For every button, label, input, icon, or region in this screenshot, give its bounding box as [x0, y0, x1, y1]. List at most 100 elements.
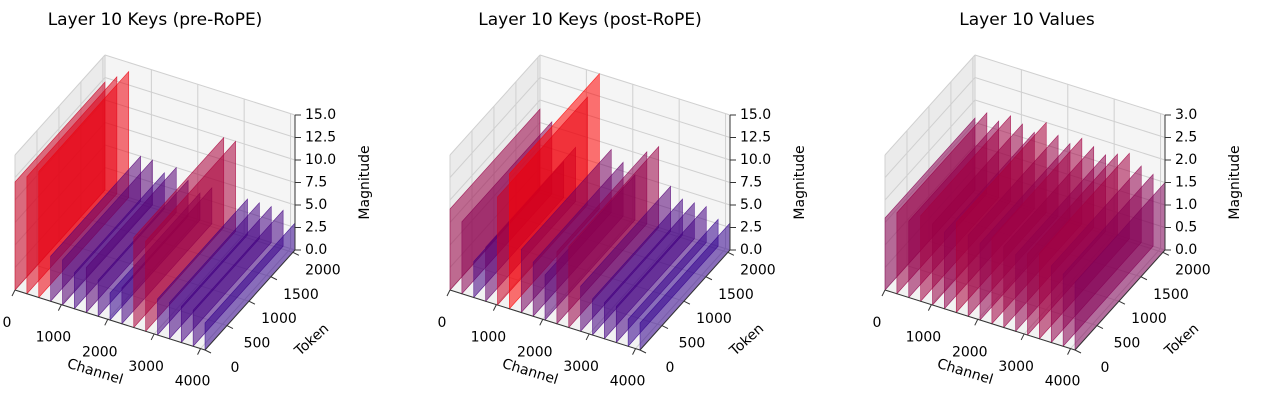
z-tick-label: 1.0	[1175, 197, 1197, 213]
x-axis-label: Channel	[935, 356, 995, 388]
grid-line	[884, 54, 976, 156]
x-tick-label: 1000	[36, 330, 72, 346]
x-axis-label: Channel	[500, 356, 560, 388]
tick-mark	[1074, 349, 1082, 354]
y-axis-label: Token	[726, 321, 767, 360]
x-tick-label: 0	[873, 315, 882, 331]
z-tick-label: 5.0	[740, 197, 762, 213]
z-tick-label: 2.5	[305, 220, 327, 236]
tick-mark	[727, 251, 735, 256]
tick-mark	[292, 251, 300, 256]
y-tick-label: 1000	[261, 311, 297, 327]
z-axis-label: Magnitude	[792, 145, 808, 219]
tick-mark	[881, 289, 886, 297]
subplot: Layer 10 Keys (post-RoPE) 0 1000 2000 3000 40…	[438, 10, 808, 390]
y-tick-label: 1500	[1153, 287, 1189, 303]
tick-mark	[248, 300, 256, 305]
y-tick-label: 1500	[283, 287, 319, 303]
z-tick-label: 0.0	[1175, 242, 1197, 258]
y-tick-label: 1000	[1131, 311, 1167, 327]
y-tick-label: 1000	[696, 311, 732, 327]
tick-mark	[150, 333, 155, 341]
x-tick-label: 2000	[952, 344, 988, 360]
tick-mark	[639, 349, 647, 354]
grid-line	[974, 54, 1166, 116]
z-tick-label: 5.0	[305, 197, 327, 213]
z-tick-label: 15.0	[740, 107, 771, 123]
subplot: Layer 10 Keys (pre-RoPE) 0 1000 2000 3000 400…	[3, 10, 373, 390]
grid-line	[539, 77, 731, 138]
x-tick-label: 3000	[128, 359, 164, 375]
z-tick-label: 10.0	[305, 152, 336, 168]
grid-line	[104, 77, 296, 138]
grid-line	[104, 122, 296, 183]
z-tick-label: 0.0	[740, 242, 762, 258]
grid-line	[104, 99, 296, 161]
tick-mark	[661, 325, 669, 330]
axis-line	[204, 249, 296, 351]
z-tick-label: 2.5	[1175, 130, 1197, 146]
tick-mark	[974, 319, 979, 326]
tick-mark	[1067, 348, 1071, 355]
x-tick-label: 2000	[517, 344, 553, 360]
tick-mark	[1096, 325, 1104, 330]
subplot: Layer 10 Values0100020003000400005001000…	[873, 10, 1243, 390]
z-tick-label: 1.5	[1175, 175, 1197, 191]
tick-mark	[683, 300, 691, 305]
tick-mark	[204, 349, 212, 354]
axis-line	[639, 249, 731, 351]
y-tick-label: 500	[1114, 336, 1141, 352]
x-tick-label: 3000	[563, 359, 599, 375]
y-tick-label: 0	[666, 360, 675, 376]
grid-line	[974, 77, 1166, 138]
grid-line	[449, 54, 541, 156]
grid-line	[14, 77, 106, 178]
grid-line	[449, 77, 541, 178]
grid-line	[884, 99, 976, 201]
x-tick-label: 4000	[1045, 374, 1081, 390]
y-tick-label: 2000	[740, 262, 776, 278]
z-tick-label: 0.5	[1175, 220, 1197, 236]
z-tick-label: 0.0	[305, 242, 327, 258]
tick-mark	[927, 304, 932, 311]
tick-mark	[270, 276, 278, 281]
grid-line	[974, 99, 1166, 161]
grid-line	[14, 54, 106, 156]
z-tick-label: 2.5	[740, 220, 762, 236]
grid-line	[449, 99, 541, 201]
tick-mark	[632, 348, 636, 355]
y-tick-label: 2000	[1175, 262, 1211, 278]
y-axis-label: Token	[291, 321, 332, 360]
z-tick-label: 7.5	[305, 175, 327, 191]
tick-mark	[226, 325, 234, 330]
chart-title: Layer 10 Keys (post-RoPE)	[478, 10, 701, 30]
x-tick-label: 1000	[906, 330, 942, 346]
tick-mark	[1162, 251, 1170, 256]
tick-mark	[585, 333, 590, 341]
x-tick-label: 4000	[610, 374, 646, 390]
z-tick-label: 3.0	[1175, 107, 1197, 123]
y-axis-label: Token	[1161, 321, 1202, 360]
y-tick-label: 500	[244, 336, 271, 352]
tick-mark	[197, 348, 201, 355]
tick-mark	[1140, 276, 1148, 281]
axis-line	[1074, 249, 1166, 351]
y-tick-label: 0	[231, 360, 240, 376]
chart-title: Layer 10 Keys (pre-RoPE)	[48, 10, 263, 30]
x-axis-label: Channel	[65, 356, 125, 388]
tick-mark	[1118, 300, 1126, 305]
y-tick-label: 1500	[718, 287, 754, 303]
axis-line	[884, 289, 1076, 351]
x-tick-label: 0	[3, 315, 12, 331]
grid-line	[884, 77, 976, 178]
x-tick-label: 3000	[998, 359, 1034, 375]
z-tick-label: 15.0	[305, 107, 336, 123]
z-tick-label: 2.0	[1175, 152, 1197, 168]
tick-mark	[446, 289, 451, 297]
z-tick-label: 10.0	[740, 152, 771, 168]
x-tick-label: 4000	[175, 374, 211, 390]
z-tick-label: 7.5	[740, 175, 762, 191]
grid-line	[539, 54, 731, 116]
z-tick-label: 12.5	[740, 130, 771, 146]
